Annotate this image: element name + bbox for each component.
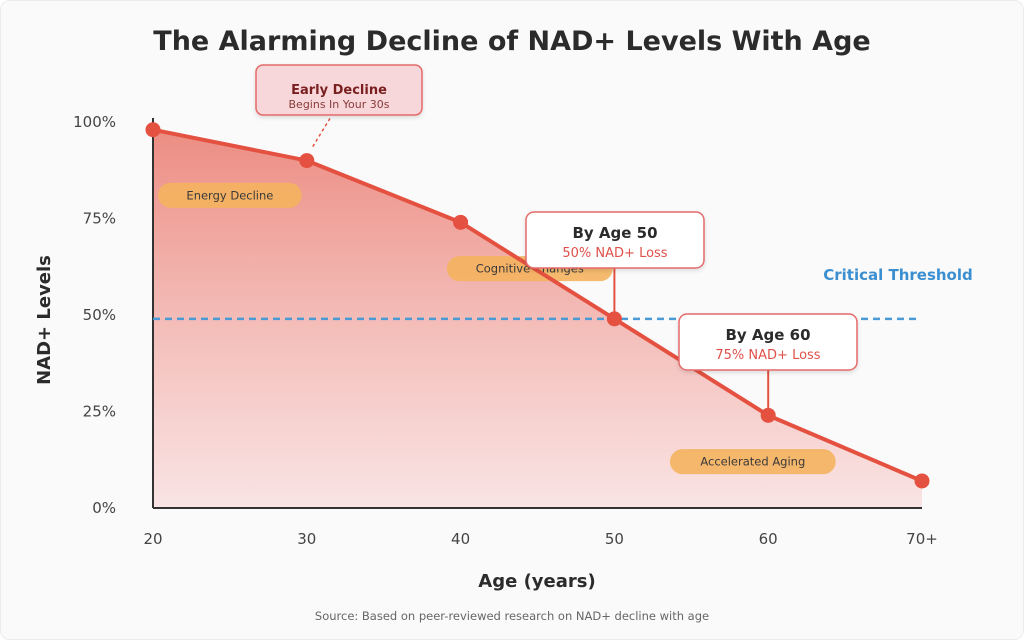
y-tick-label: 75% [83, 210, 116, 228]
data-point [453, 214, 469, 230]
callout-age50-title: By Age 50 [572, 224, 657, 242]
series-line [151, 127, 924, 483]
callout-age50-box [525, 211, 705, 269]
stage-pill-bg [158, 182, 302, 208]
callout-age60: By Age 60 75% NAD+ Loss [678, 313, 858, 409]
stage-pill-bg [669, 449, 836, 475]
early-decline-subtitle: Begins In Your 30s [289, 98, 390, 111]
data-point [145, 122, 161, 138]
stage-pill: Accelerated Aging [669, 449, 836, 475]
callout-age60-subtitle: 75% NAD+ Loss [715, 348, 820, 363]
data-point [914, 473, 930, 489]
callout-age60-box [678, 313, 858, 371]
y-tick-label: 0% [92, 499, 116, 517]
stage-pill-label: Accelerated Aging [700, 455, 805, 469]
callout-age50-subtitle: 50% NAD+ Loss [562, 246, 667, 261]
early-decline-title: Early Decline [291, 83, 387, 98]
x-tick-label: 30 [297, 530, 316, 548]
tick-labels: 20 30 40 50 60 70+ 0% 25% 50% 75% 100% [73, 113, 938, 548]
y-tick-label: 100% [73, 113, 116, 131]
x-tick-label: 50 [605, 530, 624, 548]
x-tick-label: 60 [759, 530, 778, 548]
callout-age50: By Age 50 50% NAD+ Loss [525, 211, 705, 312]
line-layer [145, 122, 930, 489]
callout-age60-title: By Age 60 [725, 326, 810, 344]
x-tick-label: 40 [451, 530, 470, 548]
data-point [760, 407, 776, 423]
source-note: Source: Based on peer-reviewed research … [315, 609, 709, 623]
early-decline-box [255, 64, 423, 116]
y-axis-title: NAD+ Levels [34, 255, 55, 385]
chart-title: The Alarming Decline of NAD+ Levels With… [153, 26, 870, 57]
x-tick-label: 20 [143, 530, 162, 548]
y-tick-label: 25% [83, 403, 116, 421]
data-point [606, 311, 622, 327]
axes-layer [152, 118, 922, 509]
y-tick-label: 50% [83, 306, 116, 324]
critical-threshold-label: Critical Threshold [823, 266, 973, 284]
x-tick-label: 70+ [906, 530, 938, 548]
stage-pill-label: Energy Decline [186, 188, 273, 202]
x-axis-title: Age (years) [478, 571, 595, 592]
data-point [299, 153, 315, 169]
stage-pill: Energy Decline [158, 182, 302, 208]
early-decline-connector [312, 116, 332, 147]
